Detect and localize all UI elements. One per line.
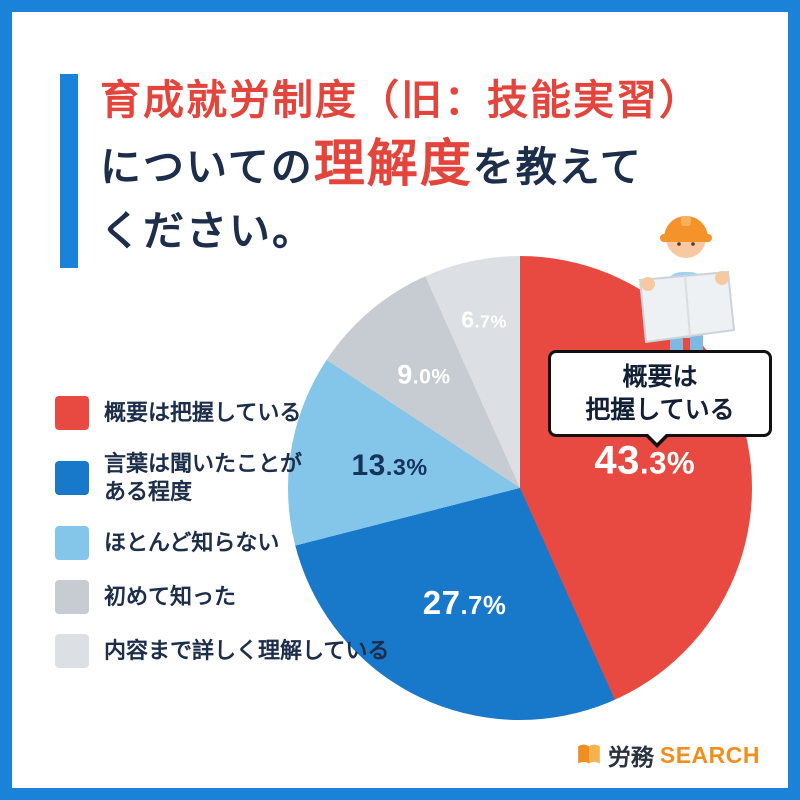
- title-line2-post: を教えて: [472, 144, 643, 190]
- legend-label: 言葉は聞いたことが ある程度: [104, 451, 303, 504]
- callout-label: 概要は 把握している: [585, 363, 735, 424]
- legend-label: 概要は把握している: [104, 400, 302, 426]
- slice-label: 13.3%: [351, 449, 428, 483]
- legend-label: 初めて知った: [104, 583, 237, 609]
- title-line2: についての理解度を教えて: [100, 132, 702, 199]
- legend-item: 言葉は聞いたことが ある程度: [55, 450, 389, 506]
- legend-item: ほとんど知らない: [55, 525, 389, 560]
- legend-label: 内容まで詳しく理解している: [104, 637, 390, 663]
- worker-hand: [715, 271, 729, 285]
- title-line1: 育成就労制度（旧：技能実習）: [100, 77, 702, 123]
- helmet-ridge: [681, 216, 691, 226]
- title-line2-pre: についての: [100, 144, 314, 190]
- book-icon: [578, 744, 600, 764]
- legend-swatch: [55, 633, 89, 668]
- legend-swatch: [55, 525, 89, 560]
- title-line3: ください。: [100, 208, 315, 254]
- slice-label: 27.7%: [422, 583, 507, 621]
- brand-logo: 労務 SEARCH: [576, 738, 760, 772]
- worker-eye: [691, 242, 695, 246]
- page-title: 育成就労制度（旧：技能実習） についての理解度を教えて ください。: [100, 68, 702, 263]
- slice-label: 9.0%: [397, 359, 451, 390]
- worker-eye: [677, 242, 681, 246]
- chart-legend: 概要は把握している 言葉は聞いたことが ある程度 ほとんど知らない 初めて知った…: [55, 396, 389, 668]
- logo-text-orange: SEARCH: [659, 741, 760, 768]
- highlight-callout: 概要は 把握している: [548, 350, 772, 448]
- helmet-icon: [664, 216, 708, 238]
- legend-item: 初めて知った: [55, 579, 389, 614]
- logo-text-dark: 労務: [607, 744, 654, 770]
- slice-label: 6.7%: [461, 306, 507, 333]
- legend-item: 概要は把握している: [55, 396, 389, 430]
- slice-label: 43.3%: [594, 438, 696, 483]
- legend-swatch: [55, 396, 89, 430]
- worker-hand: [641, 277, 655, 291]
- paper-fold: [684, 275, 691, 337]
- legend-item: 内容まで詳しく理解している: [55, 633, 390, 668]
- legend-swatch: [55, 579, 89, 614]
- legend-swatch: [55, 460, 89, 495]
- title-accent-bar: [60, 74, 78, 268]
- legend-label: ほとんど知らない: [104, 529, 280, 555]
- helmet-brim: [660, 234, 712, 242]
- title-line2-highlight: 理解度: [313, 135, 473, 192]
